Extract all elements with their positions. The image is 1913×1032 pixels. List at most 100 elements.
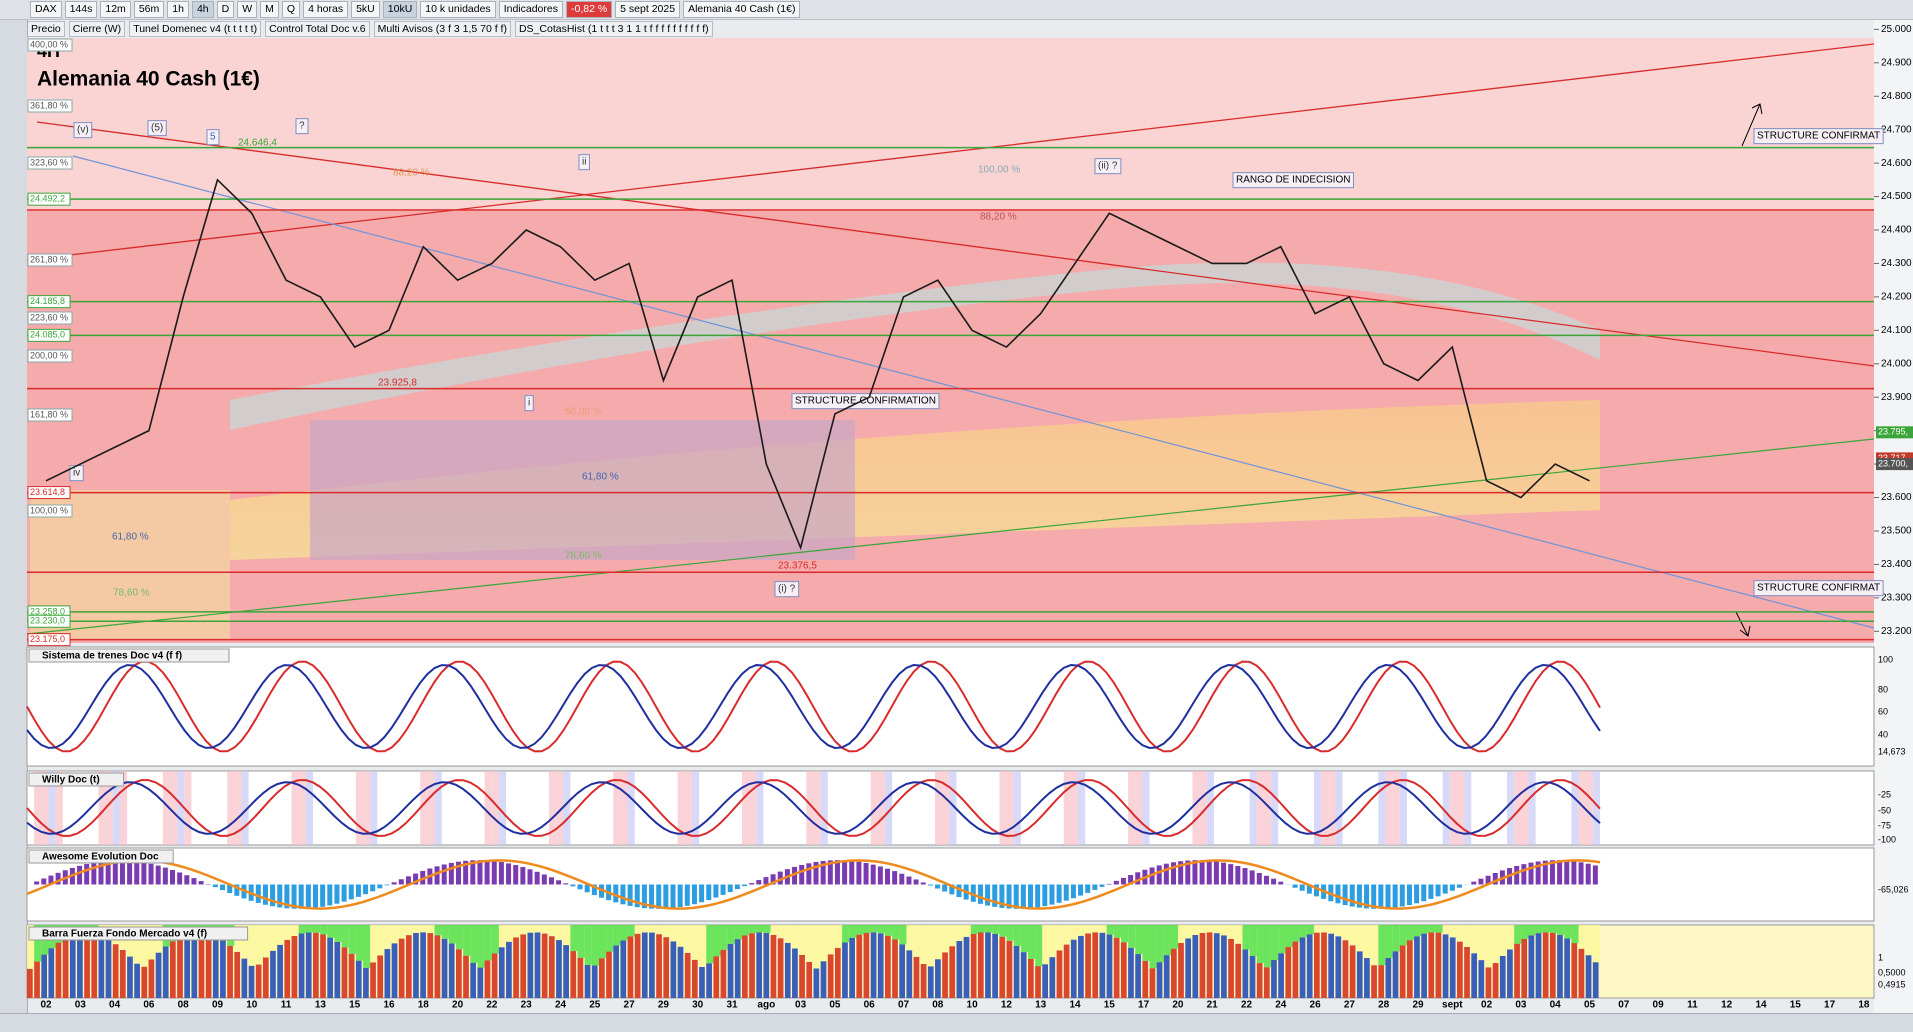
- force-bar: [528, 933, 534, 998]
- force-bar: [1221, 935, 1227, 998]
- force-bg: [1314, 925, 1321, 933]
- force-bar: [1400, 945, 1406, 998]
- force-bg: [728, 925, 735, 944]
- y-tick-label: 25.000: [1881, 24, 1912, 35]
- histogram-bar: [1514, 866, 1519, 885]
- force-bar: [1285, 947, 1291, 998]
- force-bar: [749, 933, 755, 998]
- histogram-bar: [721, 885, 726, 895]
- histogram-bar: [1257, 873, 1262, 884]
- histogram-bar: [692, 885, 697, 905]
- force-bg: [814, 925, 821, 968]
- annotation: RANGO DE INDECISION: [1236, 175, 1350, 186]
- histogram-bar: [1378, 885, 1383, 909]
- x-tick-label: 07: [898, 1000, 910, 1011]
- histogram-bar: [842, 860, 847, 884]
- histogram-bar: [1478, 879, 1483, 885]
- fib-label: 361,80 %: [30, 100, 68, 110]
- force-bg: [1092, 925, 1099, 932]
- y-tick-label: 23.600: [1881, 492, 1912, 503]
- x-tick-label: 28: [1378, 1000, 1390, 1011]
- x-tick-label: 10: [246, 1000, 258, 1011]
- force-bar: [1457, 942, 1463, 998]
- force-bar: [842, 942, 848, 998]
- force-bar: [849, 938, 855, 998]
- x-tick-label: 21: [1207, 1000, 1219, 1011]
- force-bg: [1407, 925, 1414, 940]
- annotation: (i) ?: [778, 584, 796, 595]
- y-tick-label: 24.900: [1881, 57, 1912, 68]
- panel-shade: [1450, 771, 1457, 845]
- force-bar: [1436, 933, 1442, 998]
- x-tick-label: 30: [692, 1000, 704, 1011]
- histogram-bar: [256, 885, 261, 903]
- histogram-bar: [1064, 885, 1069, 901]
- force-bg: [313, 925, 320, 933]
- force-bar: [284, 940, 290, 998]
- histogram-bar: [1393, 885, 1398, 908]
- force-bg: [628, 925, 635, 936]
- histogram-bar: [1414, 885, 1419, 904]
- force-bar: [728, 944, 734, 998]
- annotation: 50,00 %: [565, 407, 602, 418]
- y-tick-label: 24.100: [1881, 325, 1912, 336]
- histogram-bar: [1207, 861, 1212, 885]
- fib-label: 200,00 %: [30, 350, 68, 360]
- x-tick-label: 13: [315, 1000, 327, 1011]
- force-bg: [320, 925, 327, 934]
- force-bg: [1386, 925, 1393, 958]
- y-tick-label: 24.000: [1881, 358, 1912, 369]
- force-bar: [542, 934, 548, 998]
- force-bg: [985, 925, 992, 932]
- histogram-bar: [1092, 885, 1097, 890]
- force-bg: [1278, 925, 1285, 953]
- force-bar: [242, 959, 248, 998]
- force-bg: [921, 925, 928, 964]
- force-bg: [699, 925, 706, 967]
- force-bar: [971, 934, 977, 998]
- annotation: (ii) ?: [1098, 161, 1118, 172]
- y-tick-label: 24.300: [1881, 258, 1912, 269]
- force-bar: [191, 933, 197, 998]
- force-bar: [63, 938, 69, 998]
- force-bar: [635, 934, 641, 998]
- annotation: 23.376,5: [778, 561, 817, 572]
- histogram-bar: [306, 885, 311, 909]
- force-bar: [721, 950, 727, 998]
- force-bar: [256, 965, 262, 998]
- force-bar: [1200, 933, 1206, 998]
- panel-shade: [1443, 771, 1450, 845]
- force-bar: [463, 956, 469, 998]
- force-bar: [206, 934, 212, 998]
- histogram-bar: [620, 885, 625, 905]
- force-bar: [563, 945, 569, 998]
- force-bar: [1071, 940, 1077, 998]
- panel-axis-label: 0,5000: [1878, 967, 1906, 977]
- force-bar: [1407, 940, 1413, 998]
- annotation: 61,80 %: [582, 472, 619, 483]
- panel-shade: [427, 771, 434, 845]
- force-bg: [942, 925, 949, 952]
- histogram-bar: [1557, 860, 1562, 884]
- force-bg: [1400, 925, 1407, 945]
- x-tick-label: 18: [1858, 1000, 1870, 1011]
- panel-title: Sistema de trenes Doc v4 (f f): [42, 651, 182, 662]
- x-tick-label: 10: [967, 1000, 979, 1011]
- force-bar: [1521, 939, 1527, 998]
- histogram-bar: [1085, 885, 1090, 893]
- force-bar: [1428, 932, 1434, 998]
- histogram-bar: [299, 885, 304, 909]
- x-tick-label: 09: [212, 1000, 224, 1011]
- level-label: 23.614,8: [30, 487, 65, 497]
- histogram-bar: [1114, 881, 1119, 885]
- histogram-bar: [191, 878, 196, 884]
- force-bar: [1214, 933, 1220, 998]
- force-bar: [327, 938, 333, 998]
- force-bar: [899, 944, 905, 998]
- force-bg: [1271, 925, 1278, 960]
- force-bg: [1200, 925, 1207, 933]
- force-bar: [1571, 943, 1577, 998]
- force-bar: [377, 955, 383, 998]
- force-bar: [1421, 934, 1427, 998]
- force-bg: [1514, 925, 1521, 944]
